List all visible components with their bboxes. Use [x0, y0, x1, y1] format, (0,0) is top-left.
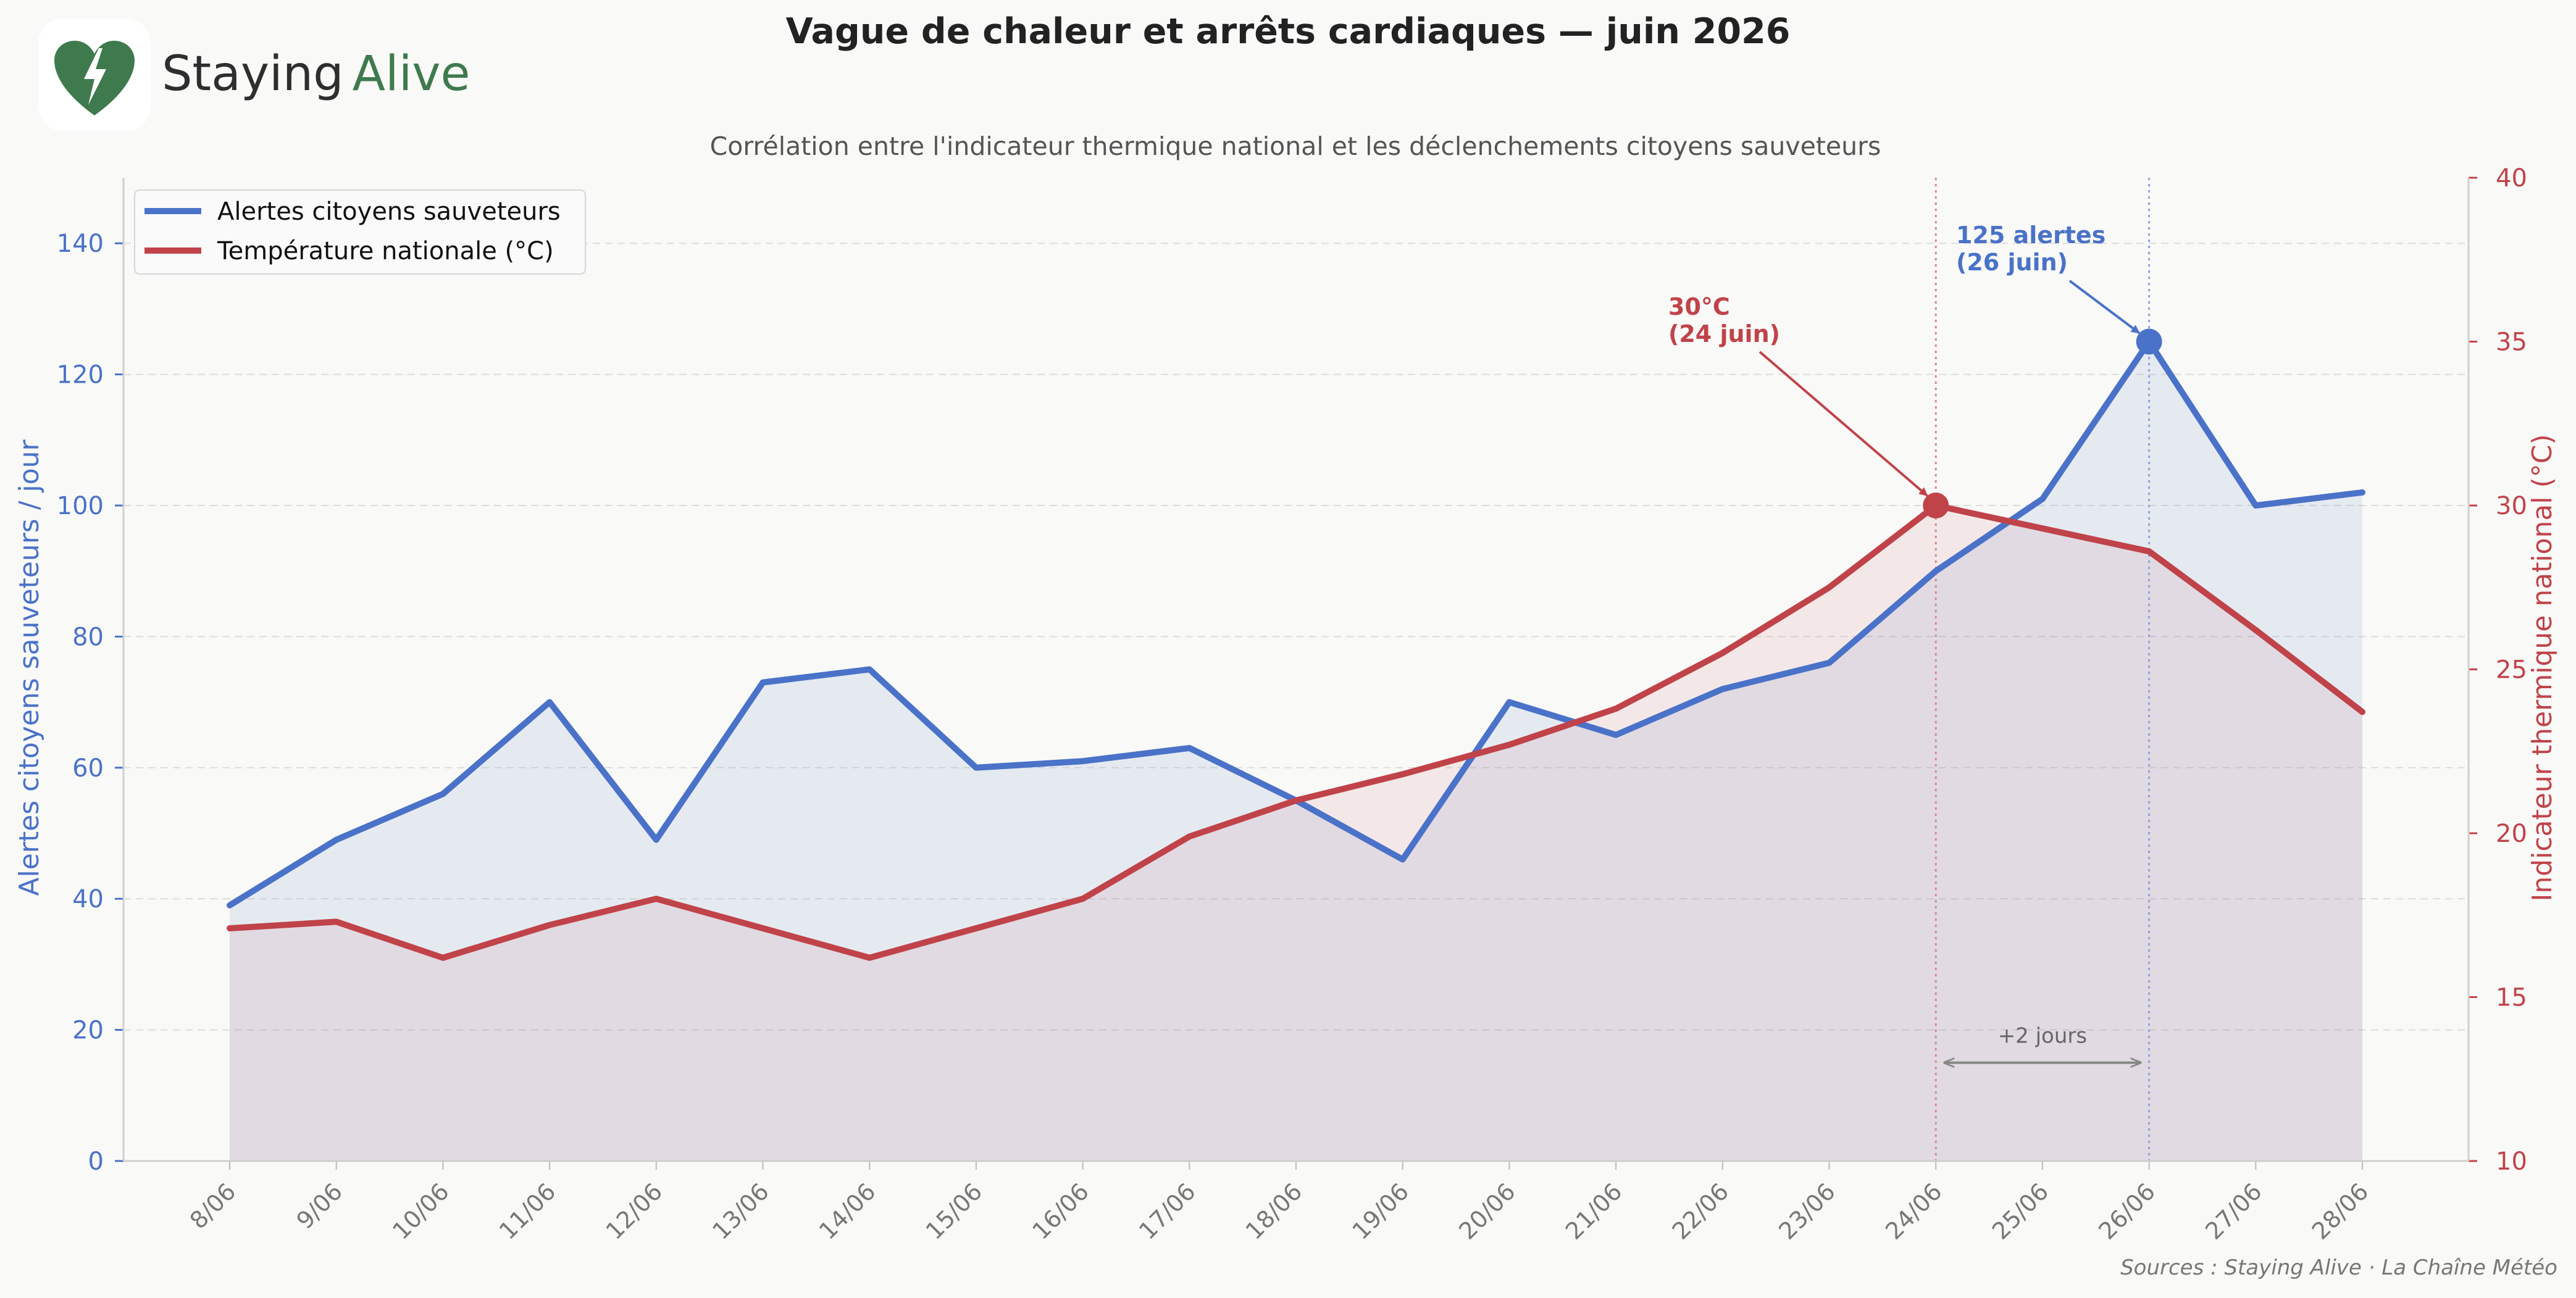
axes — [115, 177, 2477, 1170]
lightning-bolt-icon — [84, 48, 106, 105]
x-tick-label: 12/06 — [601, 1178, 668, 1245]
x-tick-label: 18/06 — [1240, 1178, 1308, 1245]
temp-peak-label-line2: (24 juin) — [1668, 320, 1780, 347]
x-tick-label: 19/06 — [1347, 1178, 1415, 1245]
x-tick-label: 15/06 — [921, 1178, 988, 1245]
chart-subtitle: Corrélation entre l'indicateur thermique… — [710, 131, 1881, 161]
y-tick-label: 0 — [88, 1147, 104, 1176]
brand-logo: Staying Alive — [38, 19, 470, 131]
y2-tick-label: 10 — [2496, 1147, 2527, 1176]
temp-peak-marker — [1923, 493, 1949, 518]
x-tick-label: 11/06 — [494, 1178, 561, 1245]
brand-name-part1: Staying — [162, 46, 344, 102]
x-tick-label: 26/06 — [2093, 1178, 2160, 1245]
legend: Alertes citoyens sauveteurs Température … — [134, 189, 586, 275]
legend-box — [134, 189, 586, 275]
x-tick-label: 28/06 — [2307, 1178, 2374, 1245]
source-note: Sources : Staying Alive · La Chaîne Mété… — [2120, 1255, 2557, 1280]
temp-peak-label-line1: 30°C — [1668, 293, 1730, 320]
x-tick-label: 20/06 — [1453, 1178, 1521, 1245]
y2-tick-labels: 10 15 20 25 30 35 40 — [2496, 164, 2527, 1176]
y-tick-label: 140 — [57, 230, 104, 258]
y2-tick-label: 15 — [2496, 984, 2527, 1012]
x-tick-label: 17/06 — [1134, 1178, 1201, 1245]
x-tick-labels: 8/06 9/06 10/06 11/06 12/06 13/06 14/06 15/06 16… — [185, 1178, 2373, 1245]
lag-label: +2 jours — [1998, 1024, 2087, 1049]
x-tick-label: 21/06 — [1560, 1178, 1628, 1245]
peak-markers — [1923, 328, 2162, 518]
x-tick-label: 14/06 — [814, 1178, 881, 1245]
area-fills — [230, 341, 2362, 1161]
annotations: 30°C(24 juin) 125 alertes(26 juin) +2 jour… — [1668, 222, 2141, 1063]
y-tick-label: 100 — [57, 492, 104, 520]
y2-tick-label: 20 — [2496, 820, 2527, 848]
x-tick-label: 27/06 — [2200, 1178, 2267, 1245]
x-tick-label: 9/06 — [291, 1178, 348, 1234]
y-tick-labels: 0 20 40 60 80 100 120 140 — [57, 230, 104, 1176]
alerts-area — [230, 341, 2362, 1161]
x-tick-label: 25/06 — [1987, 1178, 2054, 1245]
alert-peak-arrow — [2068, 280, 2140, 335]
brand-name-part2: Alive — [353, 46, 470, 102]
y2-tick-label: 30 — [2496, 492, 2527, 520]
y-tick-label: 60 — [72, 754, 104, 783]
x-tick-label: 23/06 — [1773, 1178, 1841, 1245]
x-tick-label: 10/06 — [387, 1178, 454, 1245]
x-tick-label: 22/06 — [1667, 1178, 1734, 1245]
y-axis-label: Alertes citoyens sauveteurs / jour — [14, 439, 45, 896]
temp-peak-arrow — [1758, 351, 1928, 497]
y-tick-label: 40 — [72, 885, 104, 913]
grid — [123, 243, 2469, 1031]
legend-label-temperature: Température nationale (°C) — [217, 237, 554, 265]
y-tick-label: 80 — [72, 623, 104, 651]
x-tick-label: 24/06 — [1880, 1178, 1947, 1245]
temperature-area — [230, 505, 2362, 1161]
x-tick-label: 16/06 — [1027, 1178, 1094, 1245]
y-tick-label: 20 — [72, 1017, 104, 1045]
y-tick-label: 120 — [57, 361, 104, 389]
alert-peak-label-line1: 125 alertes — [1956, 222, 2106, 249]
legend-label-alerts: Alertes citoyens sauveteurs — [217, 198, 561, 226]
chart-title: Vague de chaleur et arrêts cardiaques — … — [786, 11, 1791, 52]
y2-tick-label: 40 — [2496, 164, 2527, 193]
y2-axis-label: Indicateur thermique national (°C) — [2527, 434, 2558, 901]
y2-tick-label: 35 — [2496, 328, 2527, 357]
alert-peak-marker — [2136, 328, 2162, 355]
temperature-line — [227, 502, 2365, 961]
y2-tick-label: 25 — [2496, 656, 2527, 684]
x-tick-label: 13/06 — [707, 1178, 774, 1245]
x-tick-label: 8/06 — [185, 1178, 241, 1234]
series-lines — [227, 338, 2365, 961]
alert-peak-label-line2: (26 juin) — [1956, 249, 2068, 276]
